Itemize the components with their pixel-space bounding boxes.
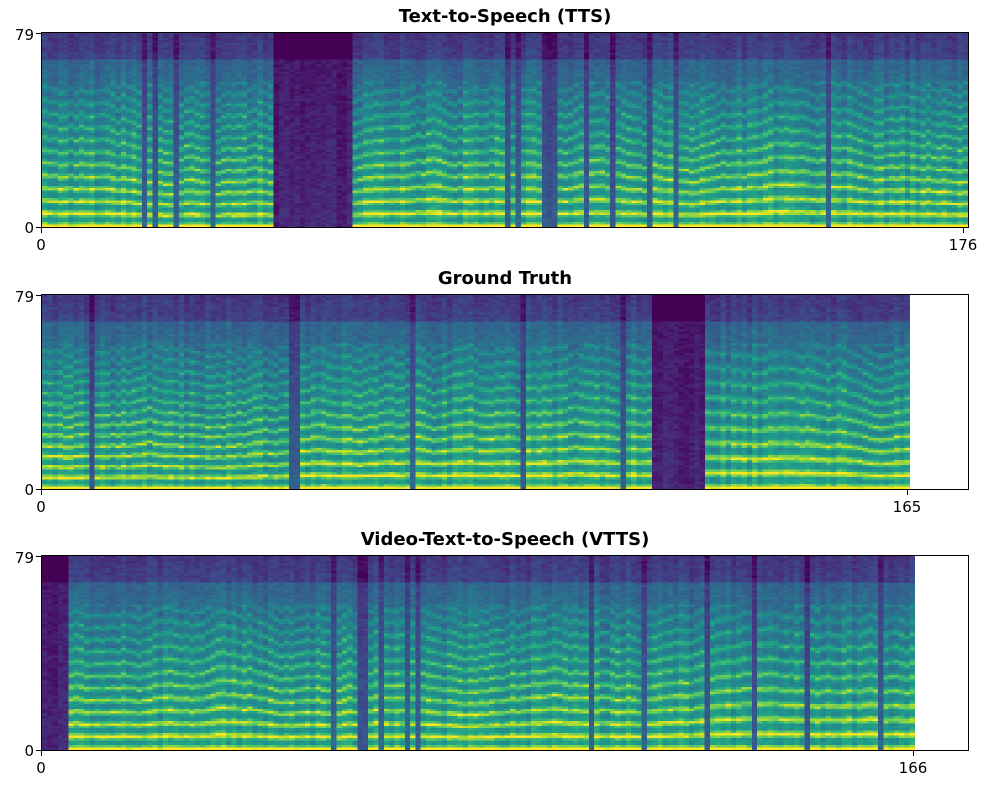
x-tick-mark-end (907, 490, 908, 495)
panel-title: Video-Text-to-Speech (VTTS) (360, 529, 650, 550)
spectrogram-panel-vtts: Video-Text-to-Speech (VTTS) 79 0 0 166 (0, 523, 989, 785)
y-tick-label-min: 0 (24, 219, 34, 237)
plot-area (41, 555, 969, 751)
y-tick-mark-max (36, 33, 41, 34)
y-tick-label-min: 0 (24, 481, 34, 499)
spectrogram-image (42, 295, 910, 489)
x-tick-mark-end (963, 228, 964, 233)
y-tick-label-min: 0 (24, 742, 34, 760)
y-tick-mark-min (36, 489, 41, 490)
x-tick-label-end: 166 (898, 759, 928, 777)
x-tick-mark-start (41, 751, 42, 756)
y-tick-label-max: 79 (14, 26, 34, 44)
x-tick-mark-start (41, 228, 42, 233)
x-tick-label-end: 165 (892, 498, 922, 516)
plot-area (41, 294, 969, 490)
y-tick-label-max: 79 (14, 549, 34, 567)
y-tick-label-max: 79 (14, 288, 34, 306)
x-tick-label-start: 0 (36, 759, 46, 777)
spectrogram-image (42, 33, 968, 227)
plot-area (41, 32, 969, 228)
x-tick-label-start: 0 (36, 498, 46, 516)
y-tick-mark-max (36, 295, 41, 296)
y-tick-mark-min (36, 750, 41, 751)
spectrogram-panel-ground-truth: Ground Truth 79 0 0 165 (0, 262, 989, 524)
x-tick-mark-end (913, 751, 914, 756)
spectrogram-image (42, 556, 915, 750)
panel-title: Text-to-Speech (TTS) (398, 6, 612, 27)
y-tick-mark-min (36, 227, 41, 228)
x-tick-mark-start (41, 490, 42, 495)
y-tick-mark-max (36, 556, 41, 557)
x-tick-label-start: 0 (36, 236, 46, 254)
x-tick-label-end: 176 (948, 236, 978, 254)
panel-title: Ground Truth (437, 268, 573, 289)
spectrogram-panel-tts: Text-to-Speech (TTS) 79 0 0 176 (0, 0, 989, 262)
